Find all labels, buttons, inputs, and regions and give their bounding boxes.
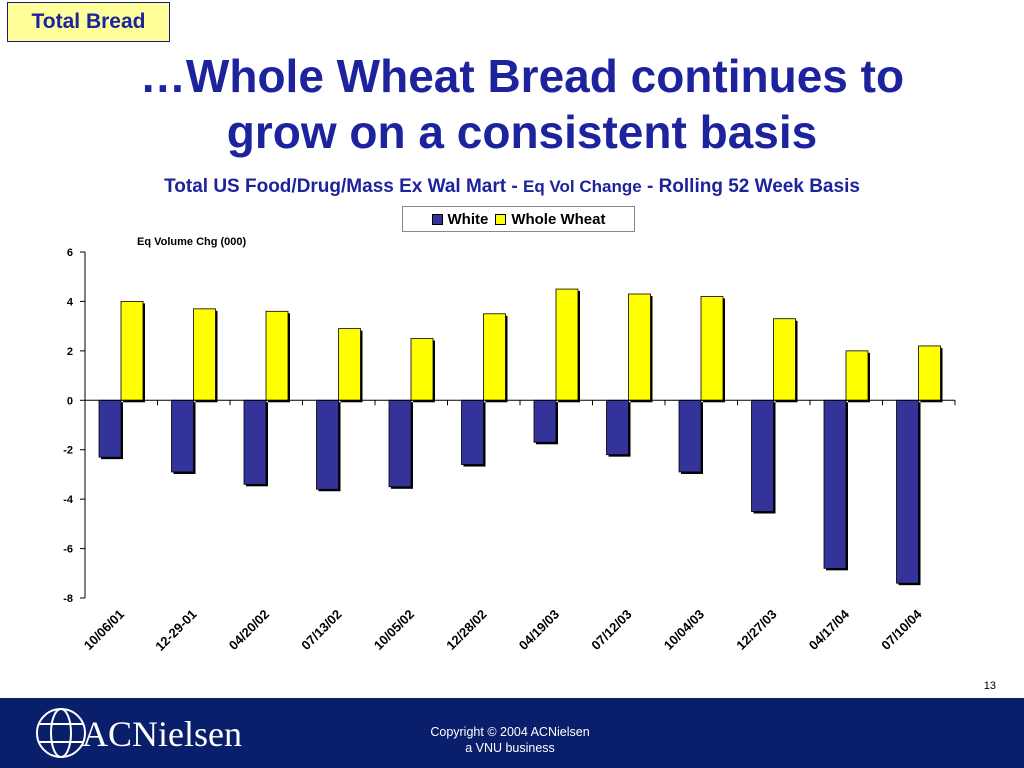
subtitle-part-1: Total US Food/Drug/Mass Ex Wal Mart - bbox=[164, 176, 523, 197]
footer-bar bbox=[0, 698, 1024, 768]
bar-whole-wheat bbox=[483, 313, 506, 401]
bar-chart: Eq Volume Chg (000) 6 4 2 0 -2 -4 -6 -8 10/06/01 1… bbox=[63, 236, 956, 654]
bar-white bbox=[171, 399, 194, 473]
x-tick-label: 10/05/02 bbox=[371, 607, 417, 653]
x-tick-label: 04/17/04 bbox=[806, 606, 853, 653]
x-tick-label: 12-29-01 bbox=[152, 607, 199, 654]
title-line-1: …Whole Wheat Bread continues to bbox=[139, 50, 905, 102]
y-tick-label: 6 bbox=[67, 247, 73, 259]
bar-white bbox=[533, 399, 557, 443]
y-tick-label: 4 bbox=[67, 296, 74, 308]
legend-label-white: White bbox=[447, 210, 489, 228]
title-line-2: grow on a consistent basis bbox=[226, 106, 818, 158]
bar-whole-wheat bbox=[555, 288, 579, 401]
y-axis-label: Eq Volume Chg (000) bbox=[137, 236, 247, 248]
x-tick-label: 07/10/04 bbox=[878, 606, 925, 653]
copyright-line-1: Copyright © 2004 ACNielsen bbox=[430, 725, 590, 739]
x-tick-label: 07/12/03 bbox=[588, 607, 634, 653]
legend-label-whole-wheat: Whole Wheat bbox=[511, 210, 606, 228]
bar-whole-wheat bbox=[628, 293, 651, 401]
page-title: …Whole Wheat Bread continues to grow on … bbox=[20, 48, 1024, 160]
bar-white bbox=[316, 399, 339, 490]
chart-subtitle: Total US Food/Drug/Mass Ex Wal Mart - Eq… bbox=[0, 176, 1024, 198]
x-tick-label: 12/28/02 bbox=[443, 607, 489, 653]
legend-item-whole-wheat: Whole Wheat bbox=[495, 210, 606, 228]
subtitle-part-2: Eq Vol Change bbox=[522, 177, 642, 196]
bar-white bbox=[388, 399, 412, 488]
y-tick-label: -2 bbox=[63, 445, 73, 457]
y-tick-label: -4 bbox=[63, 494, 74, 506]
bar-white bbox=[823, 399, 847, 569]
bar-white bbox=[678, 399, 702, 473]
bar-whole-wheat bbox=[773, 318, 796, 401]
legend-swatch-white bbox=[431, 213, 443, 225]
x-tick-label: 12/27/03 bbox=[733, 607, 779, 653]
bar-white bbox=[751, 399, 774, 512]
x-tick-label: 10/04/03 bbox=[661, 607, 707, 653]
globe-icon bbox=[36, 708, 86, 758]
y-tick-label: -8 bbox=[63, 593, 73, 605]
bar-white bbox=[98, 399, 122, 458]
copyright-line-2: a VNU business bbox=[465, 741, 555, 755]
legend-item-white: White bbox=[431, 210, 489, 228]
bar-whole-wheat bbox=[845, 350, 869, 401]
bar-whole-wheat bbox=[918, 345, 941, 401]
x-tick-label: 07/13/02 bbox=[298, 607, 344, 653]
bar-whole-wheat bbox=[338, 328, 361, 401]
acnielsen-logo: ACNielsen bbox=[36, 708, 242, 758]
y-tick-label: -6 bbox=[63, 544, 73, 556]
logo-text: ACNielsen bbox=[82, 714, 242, 754]
copyright: Copyright © 2004 ACNielsen a VNU busines… bbox=[390, 724, 630, 756]
subtitle-part-3: - Rolling 52 Week Basis bbox=[641, 176, 860, 197]
bar-white bbox=[606, 399, 629, 456]
y-tick-label: 2 bbox=[67, 346, 73, 358]
bar-whole-wheat bbox=[193, 308, 216, 401]
total-bread-tag: Total Bread bbox=[7, 2, 170, 42]
page-number: 13 bbox=[983, 680, 996, 692]
bar-white bbox=[461, 399, 484, 465]
x-tick-label: 04/20/02 bbox=[226, 607, 272, 653]
bar-white bbox=[896, 399, 919, 584]
bar-whole-wheat bbox=[265, 310, 289, 401]
bar-whole-wheat bbox=[700, 296, 724, 401]
x-tick-label: 04/19/03 bbox=[516, 607, 562, 653]
chart-legend: White Whole Wheat bbox=[402, 206, 635, 232]
legend-swatch-whole-wheat bbox=[495, 213, 507, 225]
x-tick-label: 10/06/01 bbox=[81, 607, 127, 653]
y-tick-label: 0 bbox=[67, 395, 73, 407]
bar-white bbox=[243, 399, 267, 485]
bar-whole-wheat bbox=[120, 301, 144, 401]
bar-whole-wheat bbox=[410, 338, 434, 401]
